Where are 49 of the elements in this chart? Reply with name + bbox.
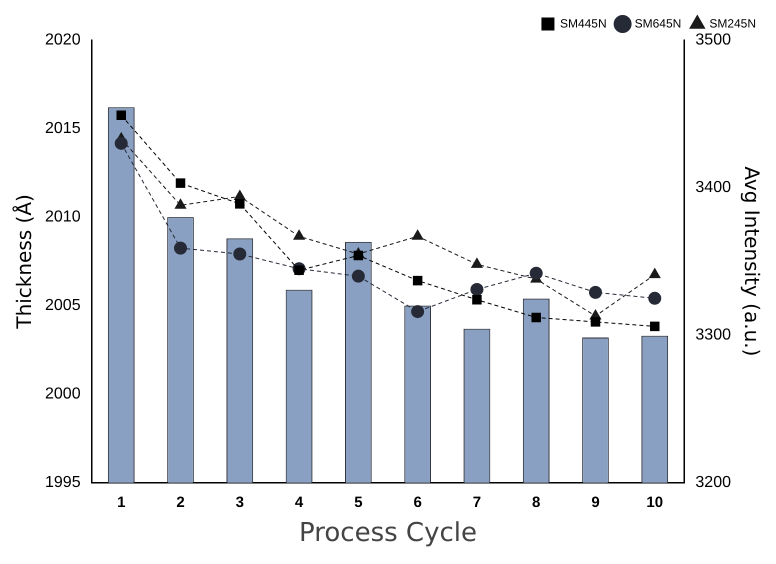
x-tick-label: 4 (294, 494, 304, 511)
point (235, 199, 245, 209)
legend-label: SM445N (560, 16, 607, 30)
point (293, 230, 305, 240)
y-tick-label: 2010 (45, 208, 81, 226)
y-tick-label: 2020 (45, 31, 81, 48)
point (174, 198, 186, 209)
x-tick-label: 10 (646, 494, 664, 511)
point (471, 258, 483, 268)
legend-label: SM645N (634, 16, 682, 30)
y-axis-title: Thickness (Å) (12, 194, 36, 330)
x-tick-label: 9 (591, 494, 600, 511)
point (590, 317, 600, 327)
y-tick-label: 2000 (45, 386, 81, 403)
y2-tick-label: 3500 (695, 31, 732, 48)
x-tick-label: 6 (413, 494, 422, 511)
point (530, 266, 543, 280)
point (176, 178, 186, 188)
legend-label: SM245N (709, 16, 756, 30)
point (412, 230, 424, 240)
x-axis-title: Process Cycle (299, 518, 477, 548)
x-tick-label: 8 (532, 494, 540, 511)
point (648, 292, 662, 305)
point (531, 312, 541, 322)
point (412, 276, 422, 286)
point (472, 295, 482, 305)
y2-axis-title: Avg Intensity (a.u.) (740, 166, 764, 356)
point (174, 242, 188, 255)
point (116, 110, 126, 120)
point (352, 270, 365, 283)
x-tick-label: 5 (354, 494, 363, 511)
y2-tick-label: 3200 (695, 474, 732, 492)
x-tick-label: 7 (472, 494, 482, 511)
y2-tick-label: 3300 (695, 326, 732, 344)
y2-tick-label: 3400 (695, 179, 732, 196)
point (114, 136, 128, 150)
point (411, 305, 424, 318)
point (470, 282, 484, 296)
x-tick-label: 1 (117, 494, 126, 511)
x-tick-label: 3 (236, 494, 244, 511)
x-tick-label: 2 (176, 494, 185, 511)
point (354, 250, 364, 260)
point (588, 286, 602, 299)
y-tick-label: 2015 (45, 120, 81, 137)
point (233, 248, 246, 261)
y-tick-label: 2005 (45, 297, 81, 314)
y-tick-label: 1995 (45, 474, 81, 492)
point (650, 322, 660, 332)
point (649, 268, 660, 278)
